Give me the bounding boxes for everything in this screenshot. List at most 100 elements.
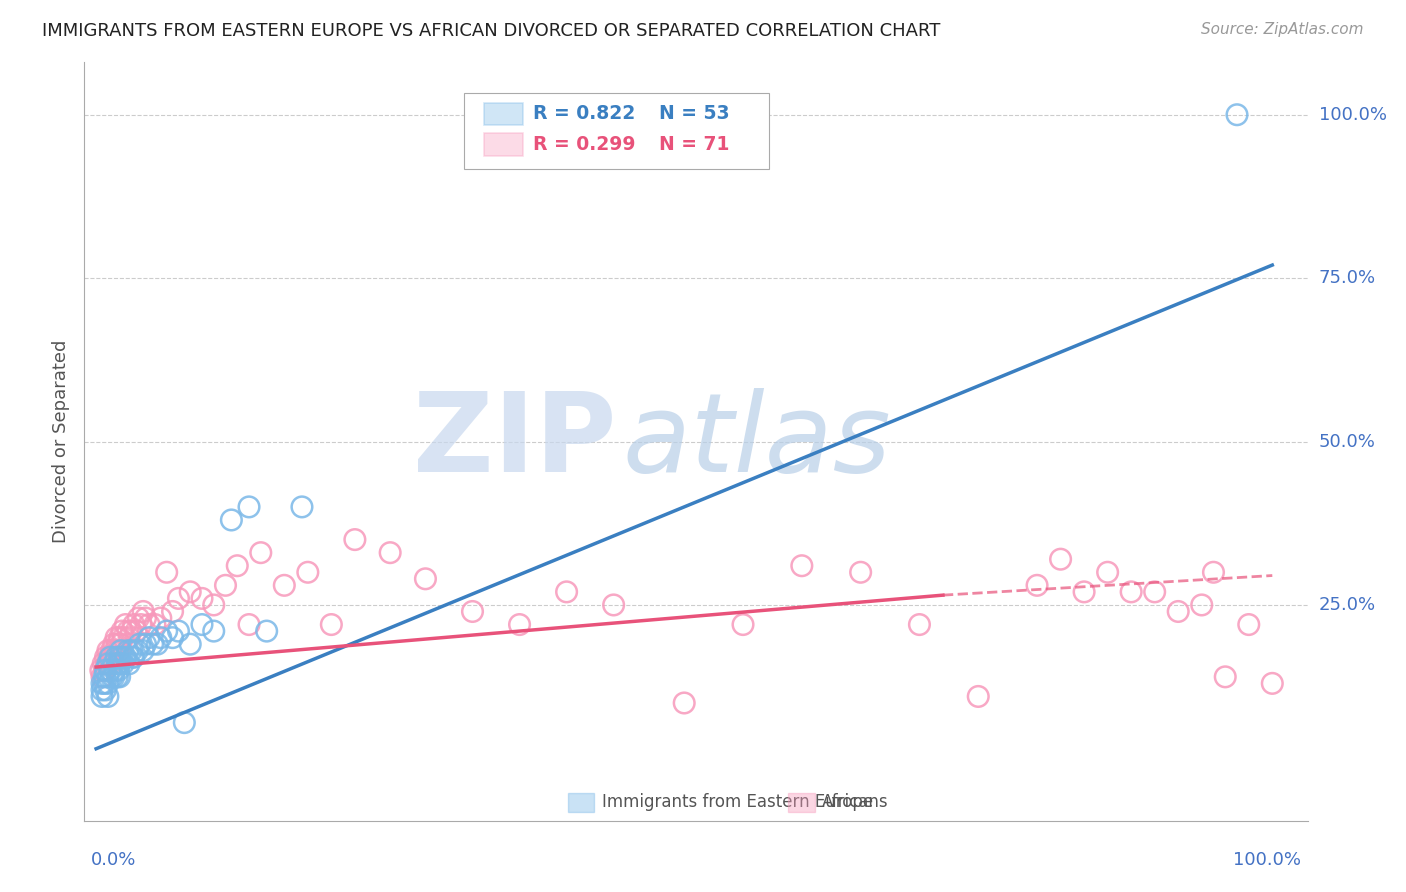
Point xyxy=(117,643,139,657)
Point xyxy=(1073,585,1095,599)
Point xyxy=(1026,578,1049,592)
Text: 75.0%: 75.0% xyxy=(1319,269,1376,287)
Point xyxy=(149,631,172,645)
Point xyxy=(1143,585,1166,599)
Point xyxy=(1213,670,1236,684)
Point xyxy=(98,663,121,677)
Point xyxy=(112,657,135,671)
Point xyxy=(93,676,115,690)
Point xyxy=(114,650,136,665)
Point xyxy=(156,566,179,580)
Point xyxy=(110,637,132,651)
Point xyxy=(111,650,134,665)
Point xyxy=(91,690,114,704)
Point xyxy=(321,617,343,632)
Point xyxy=(91,670,114,684)
Point xyxy=(132,605,155,619)
Text: N = 53: N = 53 xyxy=(659,104,730,123)
Point xyxy=(98,650,121,665)
Point xyxy=(91,682,114,697)
Point xyxy=(226,558,249,573)
Point xyxy=(114,617,136,632)
Text: Africans: Africans xyxy=(823,793,889,811)
Point xyxy=(91,676,114,690)
Point xyxy=(173,715,195,730)
Point xyxy=(103,637,125,651)
Point xyxy=(118,657,141,671)
Point xyxy=(94,682,117,697)
Point xyxy=(162,605,184,619)
Point xyxy=(238,617,260,632)
Point xyxy=(108,631,131,645)
Text: ZIP: ZIP xyxy=(413,388,616,495)
Point xyxy=(127,611,149,625)
Text: 25.0%: 25.0% xyxy=(1319,596,1376,614)
Point xyxy=(101,650,124,665)
Point xyxy=(96,657,118,671)
Point xyxy=(297,566,319,580)
Point xyxy=(135,611,157,625)
Point xyxy=(138,617,160,632)
Point xyxy=(191,591,214,606)
Point xyxy=(555,585,578,599)
Text: 50.0%: 50.0% xyxy=(1319,433,1375,450)
Point xyxy=(94,650,117,665)
Point xyxy=(118,631,141,645)
Point xyxy=(143,617,166,632)
Point xyxy=(121,650,143,665)
Point xyxy=(120,624,142,639)
Y-axis label: Divorced or Separated: Divorced or Separated xyxy=(52,340,70,543)
Point xyxy=(179,585,201,599)
Point xyxy=(1261,676,1284,690)
Point xyxy=(105,670,128,684)
Point xyxy=(91,657,114,671)
Point xyxy=(135,637,157,651)
Point xyxy=(249,546,271,560)
Point xyxy=(90,663,112,677)
Point xyxy=(202,598,225,612)
Point xyxy=(117,624,139,639)
Point xyxy=(238,500,260,514)
Bar xyxy=(568,793,595,813)
Point xyxy=(1097,566,1119,580)
Point xyxy=(105,650,128,665)
Point xyxy=(108,650,131,665)
Point xyxy=(105,637,128,651)
Point xyxy=(167,591,190,606)
Text: 100.0%: 100.0% xyxy=(1233,851,1301,869)
Point xyxy=(107,663,129,677)
Point xyxy=(98,650,121,665)
Point xyxy=(191,617,214,632)
Point xyxy=(103,670,125,684)
Point xyxy=(110,643,132,657)
Point xyxy=(105,657,128,671)
Point xyxy=(122,650,145,665)
Point xyxy=(105,631,128,645)
Point xyxy=(256,624,278,639)
Point xyxy=(97,670,120,684)
Point xyxy=(120,643,142,657)
Point xyxy=(1049,552,1071,566)
Point xyxy=(343,533,366,547)
Point xyxy=(673,696,696,710)
Point xyxy=(179,637,201,651)
Point xyxy=(602,598,624,612)
Point xyxy=(967,690,990,704)
Point xyxy=(107,643,129,657)
FancyBboxPatch shape xyxy=(464,93,769,169)
Point xyxy=(509,617,531,632)
Point xyxy=(273,578,295,592)
Point xyxy=(291,500,314,514)
Point xyxy=(97,643,120,657)
Point xyxy=(146,637,169,651)
Point xyxy=(100,643,122,657)
Point xyxy=(127,643,149,657)
Point xyxy=(97,657,120,671)
Point xyxy=(156,624,179,639)
Text: atlas: atlas xyxy=(623,388,891,495)
Point xyxy=(1237,617,1260,632)
Point xyxy=(221,513,243,527)
Point xyxy=(104,663,127,677)
Point xyxy=(129,617,152,632)
Point xyxy=(108,657,131,671)
